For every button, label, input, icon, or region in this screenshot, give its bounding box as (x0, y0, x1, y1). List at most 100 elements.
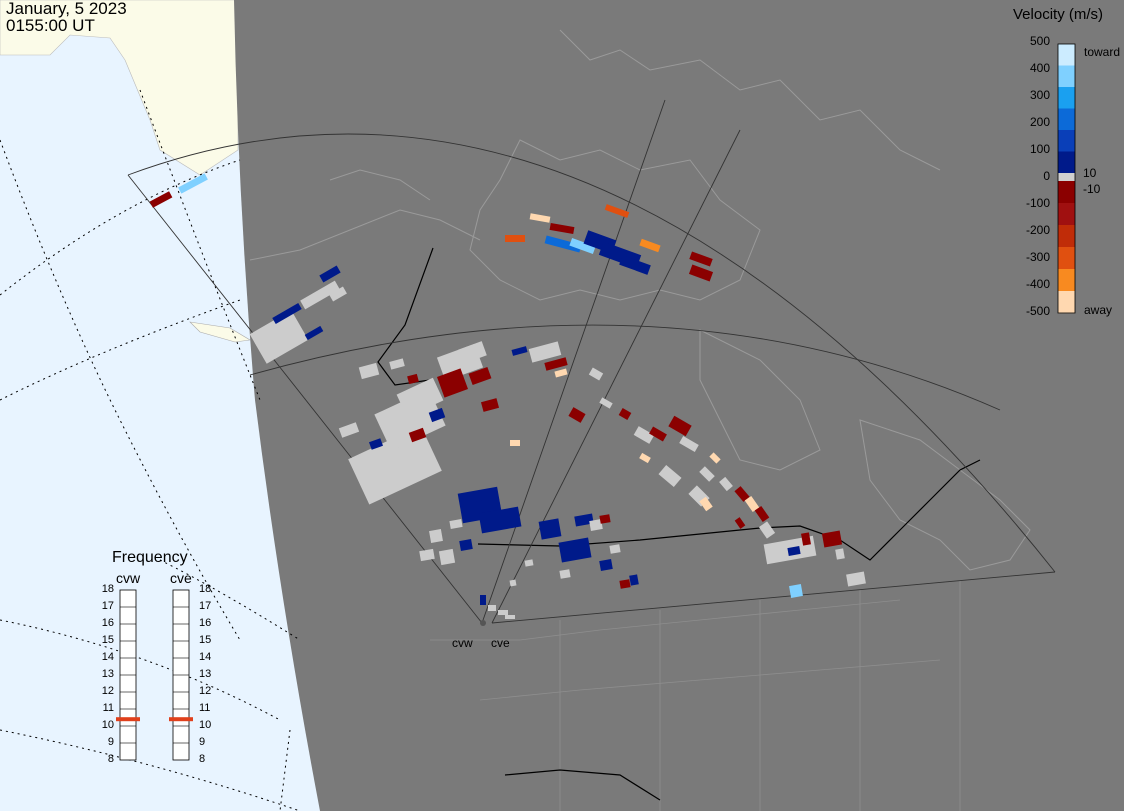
velocity-cell (469, 497, 501, 515)
site-marker-cvw (480, 620, 486, 626)
velocity-cell (846, 571, 866, 587)
velocity-cell (658, 464, 682, 488)
frequency-tick-left: 13 (101, 668, 114, 680)
frequency-tick-right: 14 (199, 651, 212, 663)
velocity-cell (389, 358, 405, 370)
frequency-marker-cvw (116, 717, 140, 722)
velocity-cell (480, 398, 500, 412)
velocity-cell (300, 280, 340, 310)
velocity-cell (459, 539, 473, 551)
velocity-cell (589, 519, 603, 531)
frequency-tick-left: 9 (107, 736, 114, 748)
country-border (377, 247, 981, 801)
frequency-tick-left: 16 (101, 617, 114, 629)
frequency-col-cve: cve (170, 570, 192, 586)
velocity-cell (744, 495, 760, 513)
velocity-tick-label: -10 (1083, 182, 1101, 196)
velocity-cell (699, 466, 715, 482)
velocity-colorbar (1057, 43, 1076, 314)
velocity-cell (609, 544, 621, 554)
frequency-col-cvw: cvw (116, 570, 141, 586)
velocity-cell (569, 237, 596, 255)
velocity-tick-label: -200 (1025, 223, 1050, 237)
colorbar-away-segment (1058, 269, 1075, 292)
coastlines (249, 29, 1031, 571)
velocity-cell (821, 530, 843, 548)
velocity-cell (787, 546, 801, 556)
colorbar-toward-segment (1058, 44, 1075, 66)
velocity-cell (734, 517, 746, 529)
velocity-cell (528, 341, 562, 363)
velocity-cell (558, 537, 592, 563)
site-label-cve: cve (491, 636, 510, 650)
colorbar-away-segment (1058, 291, 1075, 314)
frequency-tick-right: 13 (199, 668, 212, 680)
velocity-cell (511, 346, 528, 356)
velocity-cell (709, 452, 721, 464)
colorbar-away-segment (1058, 247, 1075, 270)
toward-label: toward (1084, 45, 1121, 59)
velocity-cell (438, 548, 456, 566)
colorbar-toward-segment (1058, 151, 1075, 174)
velocity-cell (249, 310, 309, 364)
velocity-title: Velocity (m/s) (1013, 6, 1104, 23)
velocity-cell (408, 427, 427, 443)
velocity-cell (329, 286, 347, 302)
velocity-cell (304, 325, 324, 341)
velocity-cell (524, 559, 534, 567)
frequency-tick-right: 17 (199, 600, 212, 612)
velocity-cell (319, 265, 341, 283)
velocity-cell (699, 496, 713, 512)
velocity-cell (679, 436, 699, 452)
away-label: away (1084, 303, 1113, 317)
velocity-tick-label: -100 (1025, 196, 1050, 210)
colorbar-toward-segment (1058, 87, 1075, 109)
velocity-cell (468, 366, 492, 386)
frequency-bars (116, 589, 193, 761)
night-region (234, 0, 1124, 811)
velocity-cell (618, 408, 632, 420)
velocity-tick-label: 200 (1029, 115, 1050, 129)
frequency-tick-right: 9 (199, 736, 206, 748)
frequency-tick-right: 12 (199, 685, 212, 697)
velocity-tick-label: 400 (1029, 61, 1050, 75)
frequency-tick-left: 12 (101, 685, 114, 697)
frequency-tick-right: 8 (199, 753, 206, 765)
velocity-cell (449, 519, 463, 529)
frequency-tick-right: 16 (199, 617, 212, 629)
velocity-cell (358, 362, 380, 380)
velocity-cell (734, 486, 750, 502)
velocity-cell (544, 357, 568, 371)
velocity-cell (619, 579, 631, 589)
velocity-cell (688, 264, 714, 282)
velocity-cell (407, 373, 419, 385)
colorbar-toward-segment (1058, 108, 1075, 131)
velocity-cell (599, 559, 613, 571)
velocity-cell (149, 191, 173, 208)
site-label-cvw: cvw (452, 636, 473, 650)
frequency-tick-left: 10 (101, 719, 114, 731)
velocity-cell (649, 426, 667, 442)
frequency-tick-left: 17 (101, 600, 114, 612)
velocity-cell (368, 438, 384, 450)
velocity-cell (639, 452, 651, 464)
velocity-cell (178, 173, 208, 194)
velocity-cell (458, 341, 487, 364)
velocity-cell (544, 235, 582, 253)
colorbar-away-segment (1058, 181, 1075, 204)
colorbar-toward-segment (1058, 65, 1075, 88)
velocity-cell (348, 425, 442, 505)
velocity-cell (436, 368, 469, 398)
velocity-cells (149, 173, 866, 619)
velocity-cell (554, 368, 568, 378)
velocity-cell (559, 569, 571, 579)
frequency-tick-left: 11 (102, 702, 114, 714)
radar-fov (127, 99, 1056, 624)
frequency-tick-right: 10 (199, 719, 212, 731)
frequency-title: Frequency (112, 549, 188, 566)
velocity-cell (509, 579, 517, 587)
grid-lines (0, 89, 301, 811)
velocity-tick-label: 100 (1029, 142, 1050, 156)
